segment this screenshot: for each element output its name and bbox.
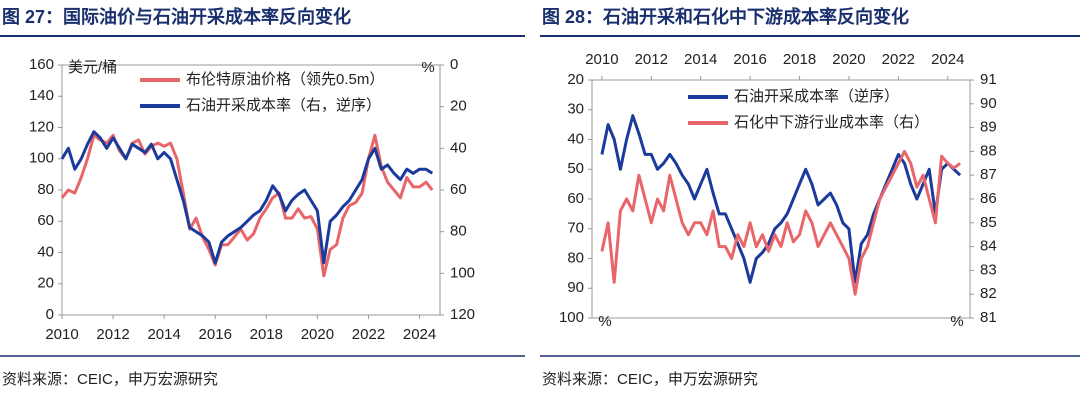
- y-tick-label: 40: [37, 243, 54, 260]
- y-tick-label: 120: [29, 118, 54, 135]
- legend-label: 石油开采成本率（右，逆序）: [186, 97, 381, 114]
- y2-tick-label: 100: [450, 264, 475, 281]
- legend-label: 布伦特原油价格（领先0.5m）: [186, 71, 384, 88]
- x-tick-label: 2024: [931, 51, 964, 68]
- y-axis-label: %: [598, 313, 611, 330]
- y-tick-label: 140: [29, 87, 54, 104]
- y2-tick-label: 82: [980, 285, 997, 302]
- y-tick-label: 100: [29, 150, 54, 167]
- y2-axis-label: %: [950, 313, 963, 330]
- y2-axis-label: %: [421, 59, 434, 76]
- y-tick-label: 40: [567, 130, 584, 147]
- y-tick-label: 160: [29, 56, 54, 73]
- y2-tick-label: 60: [450, 181, 467, 198]
- x-tick-label: 2016: [199, 326, 232, 343]
- y2-tick-label: 85: [980, 214, 997, 231]
- y-tick-label: 60: [37, 212, 54, 229]
- y2-tick-label: 90: [980, 95, 997, 112]
- y-tick-label: 20: [567, 71, 584, 88]
- y-tick-label: 60: [567, 190, 584, 207]
- series-line: [600, 114, 962, 284]
- y2-tick-label: 84: [980, 238, 997, 255]
- x-tick-label: 2022: [352, 326, 385, 343]
- y2-tick-label: 81: [980, 309, 997, 326]
- series-line: [600, 149, 962, 296]
- y-tick-label: 90: [567, 279, 584, 296]
- y2-tick-label: 80: [450, 223, 467, 240]
- x-tick-label: 2012: [635, 51, 668, 68]
- y-tick-label: 100: [559, 309, 584, 326]
- y2-tick-label: 87: [980, 166, 997, 183]
- y2-tick-label: 120: [450, 306, 475, 323]
- x-tick-label: 2018: [250, 326, 283, 343]
- x-tick-label: 2012: [96, 326, 129, 343]
- y-tick-label: 50: [567, 160, 584, 177]
- x-tick-label: 2022: [882, 51, 915, 68]
- x-tick-label: 2020: [832, 51, 865, 68]
- y2-tick-label: 91: [980, 71, 997, 88]
- x-tick-label: 2020: [301, 326, 334, 343]
- x-tick-label: 2014: [147, 326, 180, 343]
- y2-tick-label: 83: [980, 261, 997, 278]
- x-tick-label: 2010: [585, 51, 618, 68]
- x-tick-label: 2010: [45, 326, 78, 343]
- y-tick-label: 80: [37, 181, 54, 198]
- x-tick-label: 2024: [403, 326, 436, 343]
- x-tick-label: 2014: [684, 51, 717, 68]
- y2-tick-label: 20: [450, 98, 467, 115]
- y-tick-label: 80: [567, 249, 584, 266]
- y2-tick-label: 40: [450, 139, 467, 156]
- source: 资料来源：CEIC，申万宏源研究: [542, 371, 758, 388]
- source: 资料来源：CEIC，申万宏源研究: [2, 371, 218, 388]
- y-tick-label: 30: [567, 101, 584, 118]
- y-tick-label: 70: [567, 220, 584, 237]
- y-axis-label: 美元/桶: [68, 59, 117, 76]
- y-tick-label: 20: [37, 275, 54, 292]
- y2-tick-label: 86: [980, 190, 997, 207]
- legend-label: 石化中下游行业成本率（右）: [734, 114, 929, 131]
- y2-tick-label: 0: [450, 56, 458, 73]
- y2-tick-label: 89: [980, 119, 997, 136]
- x-tick-label: 2018: [783, 51, 816, 68]
- series-line: [60, 130, 434, 265]
- x-tick-label: 2016: [733, 51, 766, 68]
- legend-label: 石油开采成本率（逆序）: [734, 88, 899, 105]
- y-tick-label: 0: [46, 306, 54, 323]
- y2-tick-label: 88: [980, 142, 997, 159]
- chart-title: 图 27：国际油价与石油开采成本率反向变化: [2, 6, 351, 27]
- chart-title: 图 28：石油开采和石化中下游成本率反向变化: [542, 6, 909, 27]
